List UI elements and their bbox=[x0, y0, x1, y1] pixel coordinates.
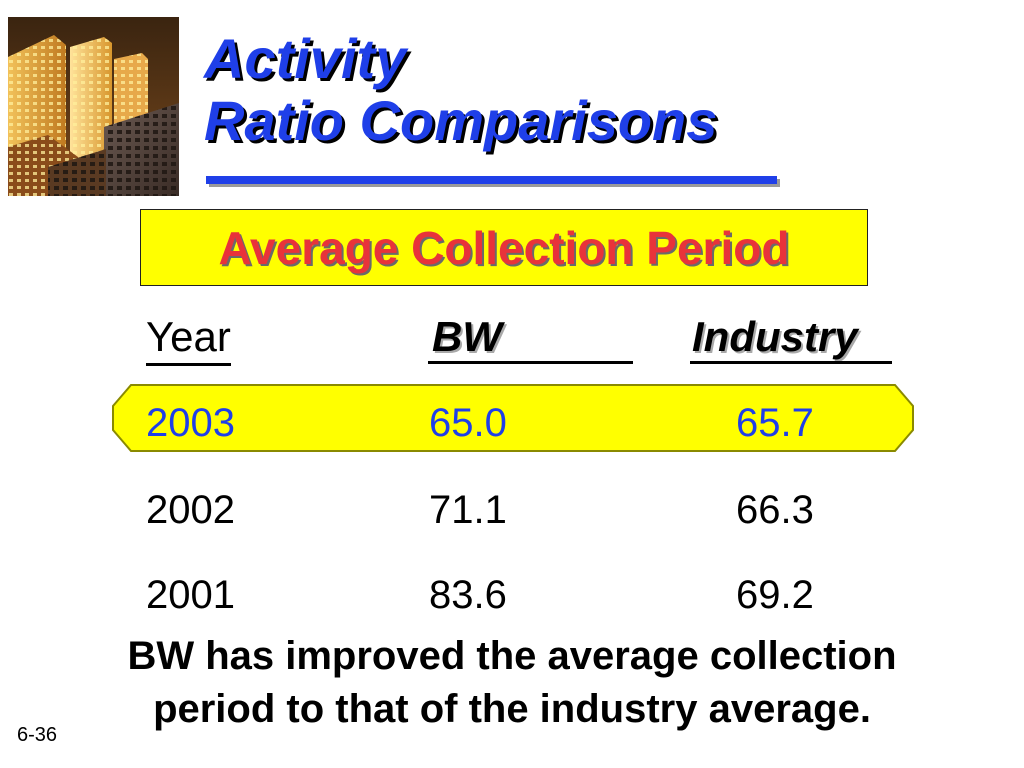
title-underline bbox=[206, 176, 777, 184]
note-line-2: period to that of the industry average. bbox=[153, 687, 871, 731]
conclusion-note: BW has improved the average collection p… bbox=[0, 630, 1024, 736]
header-bw: BW bbox=[432, 313, 502, 360]
cell-bw: 83.6 bbox=[429, 573, 507, 617]
title-line-2: Ratio Comparisons bbox=[204, 89, 718, 152]
cell-year: 2002 bbox=[146, 488, 235, 532]
slide-number: 6-36 bbox=[17, 724, 58, 746]
cell-bw: 71.1 bbox=[429, 488, 507, 532]
highlight-band bbox=[112, 384, 914, 452]
header-year: Year bbox=[146, 313, 231, 366]
cell-industry: 65.7 bbox=[736, 401, 814, 445]
skyscrapers-illustration bbox=[8, 17, 179, 196]
slide-title: Activity Ratio Comparisons bbox=[204, 28, 717, 152]
cell-year: 2001 bbox=[146, 573, 235, 617]
subtitle-banner: Average Collection Period bbox=[140, 209, 868, 286]
cell-industry: 66.3 bbox=[736, 488, 814, 532]
city-skyscrapers-photo bbox=[8, 17, 179, 196]
cell-industry: 69.2 bbox=[736, 573, 814, 617]
title-line-1: Activity bbox=[204, 27, 407, 90]
header-bw-underline bbox=[428, 361, 633, 364]
cell-bw: 65.0 bbox=[429, 401, 507, 445]
header-industry-underline bbox=[690, 361, 892, 364]
note-line-1: BW has improved the average collection bbox=[127, 634, 897, 678]
header-industry: Industry bbox=[692, 313, 858, 360]
cell-year: 2003 bbox=[146, 401, 235, 445]
subtitle-text: Average Collection Period bbox=[218, 221, 790, 274]
